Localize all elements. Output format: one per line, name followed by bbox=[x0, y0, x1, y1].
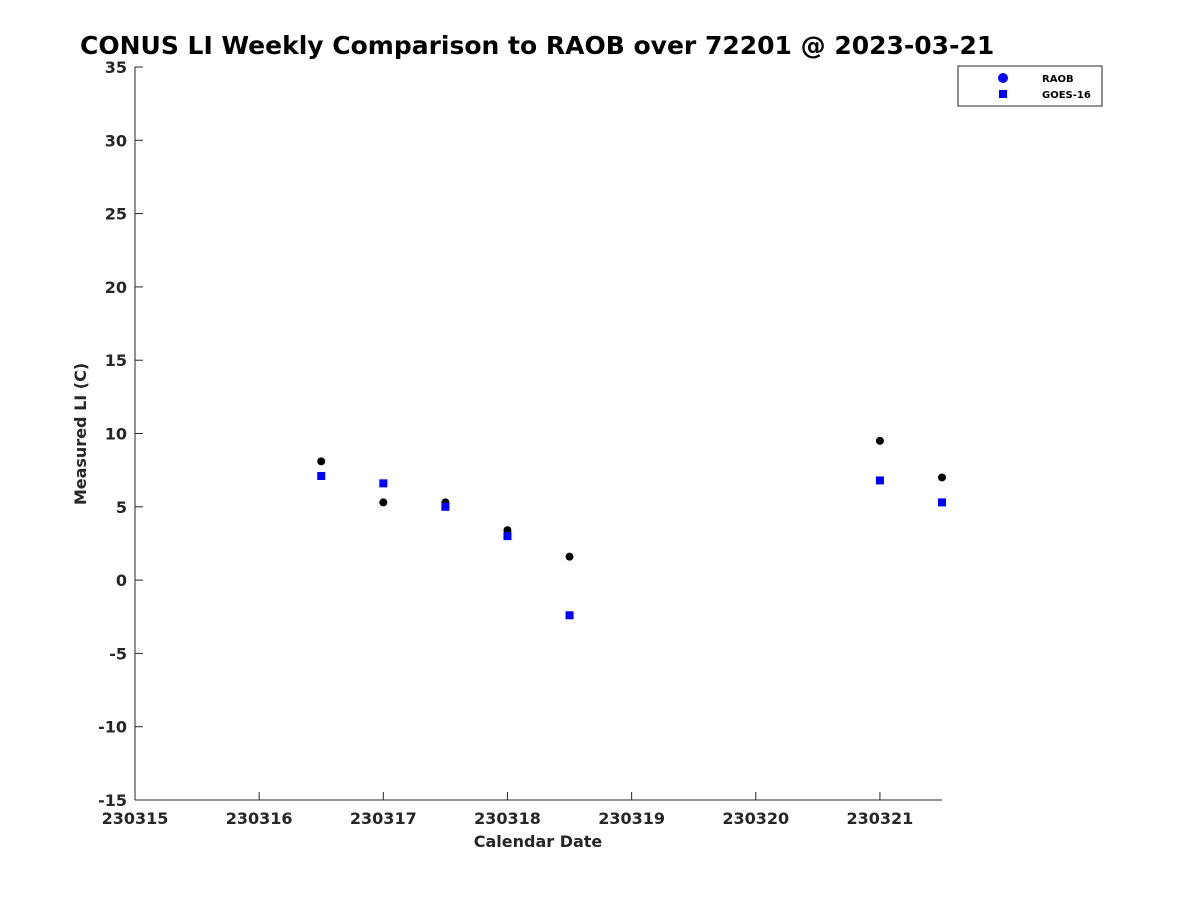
y-tick-label: -10 bbox=[98, 718, 127, 737]
legend-box bbox=[957, 65, 1103, 107]
y-tick-label: -15 bbox=[98, 791, 127, 810]
x-tick-label: 230320 bbox=[722, 809, 789, 828]
x-tick-label: 230316 bbox=[226, 809, 293, 828]
raob-point bbox=[875, 436, 884, 445]
y-tick-label: 5 bbox=[116, 498, 127, 517]
x-axis-label: Calendar Date bbox=[474, 832, 603, 851]
y-tick-label: 10 bbox=[105, 425, 127, 444]
x-tick-label: 230318 bbox=[474, 809, 541, 828]
raob-point bbox=[938, 473, 946, 482]
legend-label-goes-16: GOES-16 bbox=[1042, 90, 1091, 101]
y-tick-label: 30 bbox=[105, 131, 127, 150]
goes-16-point bbox=[565, 611, 574, 620]
goes-16-point bbox=[875, 476, 884, 485]
raob-point bbox=[565, 552, 574, 561]
raob-point bbox=[379, 498, 388, 507]
legend-label-raob: RAOB bbox=[1042, 74, 1074, 85]
goes-16-point bbox=[379, 479, 388, 488]
y-tick-label: 35 bbox=[105, 58, 127, 77]
chart-title: CONUS LI Weekly Comparison to RAOB over … bbox=[80, 31, 994, 60]
y-tick-label: 0 bbox=[116, 571, 127, 590]
data-points bbox=[317, 436, 946, 620]
x-tick-label: 230319 bbox=[598, 809, 665, 828]
raob-point bbox=[317, 457, 326, 466]
goes-16-point bbox=[938, 498, 946, 507]
y-tick-label: 25 bbox=[105, 205, 127, 224]
goes-16-point bbox=[317, 472, 326, 481]
y-tick-label: 15 bbox=[105, 351, 127, 370]
x-tick-label: 230317 bbox=[350, 809, 417, 828]
y-tick-label: -5 bbox=[109, 644, 127, 663]
tick-group: -15 -10 -5 0 5 10 15 20 25 30 35 230315 230316 230317… bbox=[98, 58, 913, 828]
goes-16-point bbox=[503, 532, 512, 541]
y-axis-label: Measured LI (C) bbox=[71, 363, 90, 505]
legend-marker-raob bbox=[998, 73, 1008, 83]
x-tick-label: 230321 bbox=[847, 809, 914, 828]
x-tick-label: 230315 bbox=[102, 809, 169, 828]
y-tick-label: 20 bbox=[105, 278, 127, 297]
goes-16-point bbox=[441, 502, 450, 511]
legend: RAOB GOES-16 bbox=[957, 65, 1103, 107]
legend-marker-goes-16 bbox=[999, 90, 1007, 98]
